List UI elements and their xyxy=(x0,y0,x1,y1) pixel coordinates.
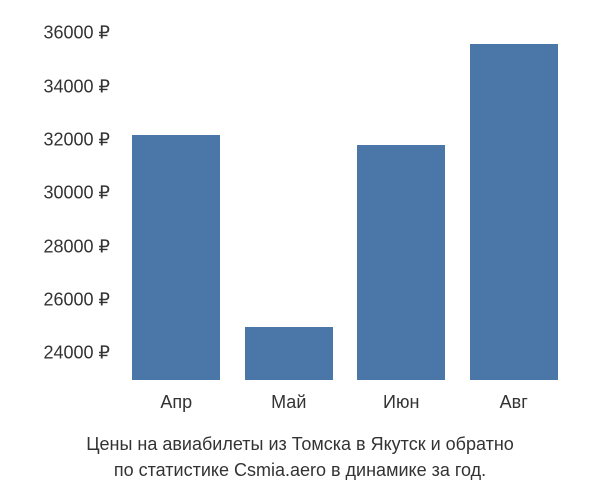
y-tick-label: 32000 ₽ xyxy=(43,130,110,151)
x-tick-label: Авг xyxy=(458,392,571,413)
price-bar-chart: 24000 ₽ 26000 ₽ 28000 ₽ 30000 ₽ 32000 ₽ 34000… xyxy=(0,0,600,500)
y-tick-label: 28000 ₽ xyxy=(43,236,110,257)
bars-area xyxy=(120,20,570,380)
y-tick-label: 30000 ₽ xyxy=(43,183,110,204)
caption-line-1: Цены на авиабилеты из Томска в Якутск и … xyxy=(86,434,514,454)
x-tick-label: Апр xyxy=(120,392,233,413)
chart-caption: Цены на авиабилеты из Томска в Якутск и … xyxy=(20,413,580,493)
y-tick-label: 24000 ₽ xyxy=(43,343,110,364)
plot-area: 24000 ₽ 26000 ₽ 28000 ₽ 30000 ₽ 32000 ₽ 34000… xyxy=(20,20,580,380)
bar xyxy=(470,44,558,380)
y-axis: 24000 ₽ 26000 ₽ 28000 ₽ 30000 ₽ 32000 ₽ 34000… xyxy=(20,20,110,380)
bar xyxy=(245,327,333,380)
y-tick-label: 34000 ₽ xyxy=(43,76,110,97)
x-axis: АпрМайИюнАвг xyxy=(120,380,570,413)
bar-slot xyxy=(458,20,571,380)
y-tick-label: 26000 ₽ xyxy=(43,290,110,311)
bar-slot xyxy=(345,20,458,380)
x-tick-label: Май xyxy=(233,392,346,413)
caption-line-2: по статистике Csmia.aero в динамике за г… xyxy=(114,460,486,480)
y-tick-label: 36000 ₽ xyxy=(43,23,110,44)
bar-slot xyxy=(233,20,346,380)
bar xyxy=(357,145,445,380)
x-tick-label: Июн xyxy=(345,392,458,413)
bar-slot xyxy=(120,20,233,380)
bar xyxy=(132,135,220,380)
